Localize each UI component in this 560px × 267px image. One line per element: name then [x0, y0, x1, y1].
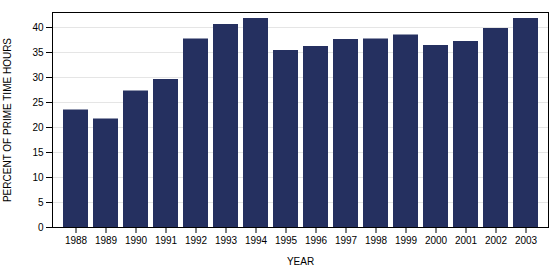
svg-text:1999: 1999 [395, 235, 418, 246]
svg-text:2002: 2002 [485, 235, 508, 246]
svg-text:2001: 2001 [455, 235, 478, 246]
svg-text:1992: 1992 [185, 235, 208, 246]
svg-text:1991: 1991 [155, 235, 178, 246]
svg-text:1993: 1993 [215, 235, 238, 246]
svg-text:1988: 1988 [65, 235, 88, 246]
svg-text:2003: 2003 [515, 235, 538, 246]
svg-text:20: 20 [32, 122, 44, 133]
svg-text:1990: 1990 [125, 235, 148, 246]
svg-text:1994: 1994 [245, 235, 268, 246]
svg-text:PERCENT OF PRIME TIME HOURS: PERCENT OF PRIME TIME HOURS [2, 38, 13, 202]
svg-text:10: 10 [32, 172, 44, 183]
svg-text:1995: 1995 [275, 235, 298, 246]
svg-text:1997: 1997 [335, 235, 358, 246]
svg-text:1998: 1998 [365, 235, 388, 246]
svg-text:YEAR: YEAR [287, 256, 314, 267]
svg-text:40: 40 [32, 22, 44, 33]
svg-text:0: 0 [38, 222, 44, 233]
svg-text:5: 5 [38, 197, 44, 208]
svg-text:2000: 2000 [425, 235, 448, 246]
svg-text:35: 35 [32, 47, 44, 58]
svg-text:30: 30 [32, 72, 44, 83]
svg-text:15: 15 [32, 147, 44, 158]
svg-text:1996: 1996 [305, 235, 328, 246]
svg-text:1989: 1989 [95, 235, 118, 246]
svg-text:25: 25 [32, 97, 44, 108]
